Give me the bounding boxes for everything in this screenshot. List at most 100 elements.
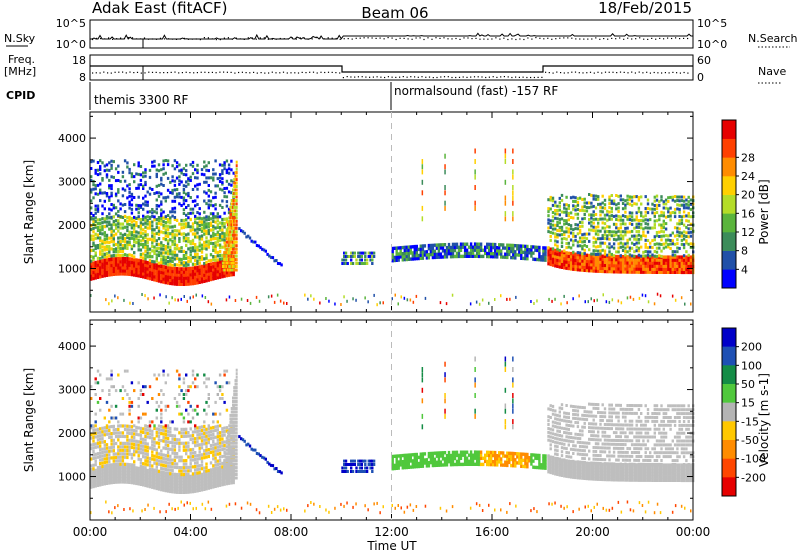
nsearch-point (479, 38, 481, 40)
nsearch-point (251, 37, 253, 39)
nave-point (548, 72, 550, 74)
nsearch-point (643, 38, 645, 40)
nave-point (458, 76, 461, 78)
nsearch-point (527, 37, 529, 39)
nsearch-point (427, 37, 429, 39)
nave-point (657, 72, 659, 74)
nave-point (365, 76, 367, 78)
colorbar-tick-label: -200 (741, 471, 766, 484)
nsky-tick-bottom: 10^0 (56, 38, 86, 51)
y-tick-label: 3000 (58, 384, 86, 397)
nave-point (148, 71, 150, 73)
nave-point (380, 76, 382, 78)
nave-point (92, 72, 94, 74)
nave-point (155, 71, 157, 73)
nave-point (275, 72, 277, 74)
nsearch-point (487, 38, 489, 40)
nsearch-point (331, 37, 333, 39)
nsearch-point (583, 38, 585, 40)
colorbar-swatch (722, 458, 736, 478)
nave-point (425, 76, 427, 78)
nsearch-point (127, 37, 130, 39)
nave-point (492, 76, 494, 78)
velocity-panel: 1000 2000 3000 4000 Slant Range [km] (22, 319, 695, 521)
nsearch-point (391, 37, 393, 39)
nsearch-point (275, 38, 277, 40)
nsearch-point (539, 37, 541, 39)
nsearch-point (247, 37, 249, 39)
nsearch-point (355, 37, 357, 39)
nsearch-point (455, 37, 457, 40)
nave-point (522, 76, 524, 78)
nsearch-point (471, 38, 473, 40)
nsearch-point (347, 38, 349, 40)
nave-point (107, 72, 109, 74)
nave-point (567, 72, 569, 74)
y-tick-label: 1000 (58, 471, 86, 484)
nsearch-point (307, 38, 309, 40)
nave-point (163, 72, 165, 74)
nave-point (372, 76, 374, 78)
nsearch-point (315, 37, 317, 39)
nave-point (189, 72, 191, 74)
nave-point (683, 71, 685, 74)
x-tick-label: 16:00 (475, 525, 510, 539)
colorbar-tick-label: 8 (741, 245, 748, 258)
nave-point (249, 72, 251, 74)
nsearch-point (567, 37, 569, 39)
y-tick-label: 4000 (58, 132, 86, 145)
colorbar-swatch (722, 477, 736, 497)
nsearch-point (599, 38, 601, 40)
nave-point (627, 72, 629, 74)
nsearch-point (411, 38, 413, 40)
nsearch-point (659, 37, 661, 39)
nave-point (264, 72, 266, 74)
nsearch-point (335, 37, 337, 40)
velocity-colorbar-label: Velocity [m s-1] (757, 373, 771, 467)
x-tick-label: 20:00 (575, 525, 610, 539)
nave-point (159, 72, 161, 74)
nsearch-point (287, 38, 289, 40)
nsearch-point (96, 37, 98, 39)
nsearch-point (399, 37, 401, 39)
nave-point (612, 71, 614, 73)
nsearch-point (323, 38, 325, 40)
nsearch-point (123, 38, 126, 40)
nsearch-point (283, 38, 285, 40)
colorbar-tick-label: -50 (741, 434, 759, 447)
nsky-tick-top: 10^5 (56, 17, 86, 30)
colorbar-tick-label: 20 (741, 189, 755, 202)
nave-point (447, 76, 449, 78)
nsearch-point (223, 37, 225, 39)
nsearch-point (571, 37, 573, 39)
nsearch-point (619, 37, 621, 39)
nsearch-point (415, 37, 417, 39)
nave-point (410, 76, 412, 78)
nsearch-point (207, 37, 209, 39)
nave-point (402, 76, 404, 78)
nave-point (305, 72, 307, 74)
nave-point (455, 76, 457, 79)
nave-label: Nave (758, 65, 786, 78)
nsearch-point (92, 38, 94, 41)
nave-point (196, 72, 198, 74)
nave-point (193, 72, 195, 74)
freq-strip: Freq. [MHz] 18 8 60 0 Nave (4, 53, 786, 84)
x-tick-labels: 00:00 04:00 08:00 12:00 16:00 20:00 00:00 (73, 525, 711, 539)
nsearch-point (267, 38, 269, 40)
nave-point (477, 76, 479, 78)
nave-point (391, 76, 393, 78)
nave-point (462, 76, 464, 78)
nave-point (95, 72, 97, 74)
nave-point (268, 72, 270, 74)
colorbar-tick-label: -100 (741, 453, 766, 466)
nave-point (331, 71, 333, 73)
freq-tick-top: 18 (72, 54, 86, 67)
nave-point (144, 72, 146, 74)
nave-point (357, 76, 359, 78)
nave-point (309, 71, 311, 73)
colorbar-swatch (722, 402, 736, 422)
nave-point (638, 71, 640, 73)
power-colorbar-label: Power [dB] (757, 179, 771, 244)
nave-point (174, 71, 176, 73)
